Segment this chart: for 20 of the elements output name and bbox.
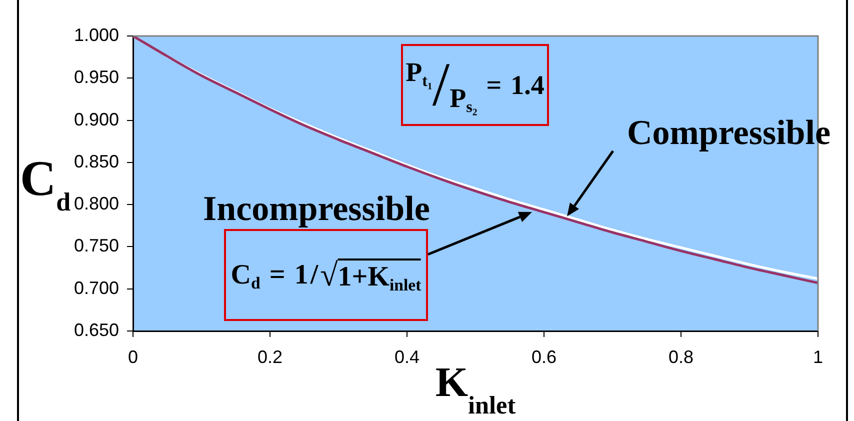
x-tick-label: 0.8: [668, 346, 694, 367]
y-tick-label: 0.800: [74, 194, 119, 214]
series-label: Incompressible: [203, 189, 430, 228]
y-tick-label: 0.650: [74, 320, 119, 340]
x-tick-label: 0.2: [257, 346, 283, 367]
x-tick-label: 1: [812, 346, 824, 367]
y-tick-label: 1.000: [74, 24, 119, 45]
y-tick-label: 0.900: [74, 109, 119, 130]
annotation: C$_{d}$ = 1/√1+K$_{inlet}$: [230, 256, 422, 295]
x-tick-label: 0.4: [394, 346, 420, 367]
y-tick-label: 0.850: [74, 151, 119, 172]
y-tick-label: 0.950: [74, 67, 119, 88]
x-axis-title: K$_{inlet}$: [435, 360, 516, 420]
annotation: P$_{t₁}$/P$_{s₂}$ = 1.4: [406, 50, 544, 119]
x-tick-label: 0.6: [531, 346, 557, 367]
y-axis-title: C$_{d}$: [20, 150, 71, 217]
text: Compressible: [627, 113, 831, 152]
y-tick-label: 0.700: [74, 278, 119, 298]
y-tick-label: 0.750: [74, 236, 119, 256]
x-tick-label: 0: [128, 346, 138, 367]
